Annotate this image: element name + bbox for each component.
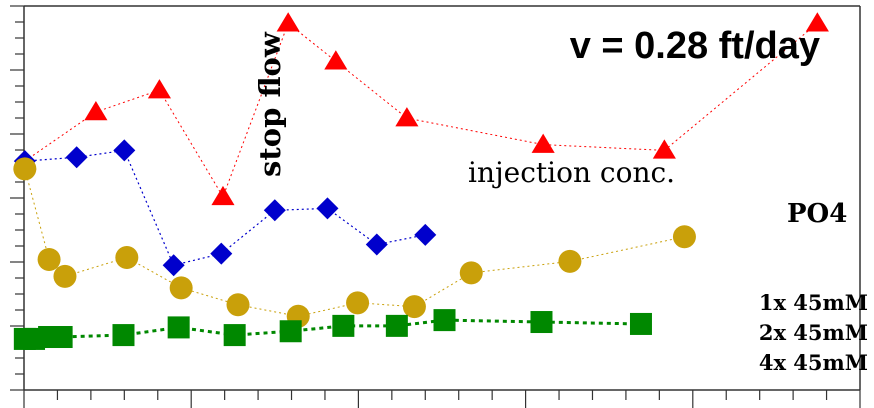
data-point <box>84 100 108 121</box>
chart-title: v = 0.28 ft/day <box>570 25 820 67</box>
data-point <box>147 79 171 99</box>
data-point <box>276 12 300 32</box>
data-point <box>210 242 233 265</box>
series-line <box>24 149 426 266</box>
data-point <box>223 324 246 347</box>
data-point <box>324 50 348 70</box>
data-point <box>112 324 135 347</box>
data-point <box>162 254 185 277</box>
legend-label-1x: 1x 45mM <box>759 290 868 315</box>
series-triangle <box>13 12 829 206</box>
data-point <box>115 246 139 270</box>
data-point <box>346 291 370 315</box>
series-layer <box>13 12 829 350</box>
data-point <box>226 293 250 317</box>
data-point <box>53 264 77 288</box>
annotation-injection-conc: injection conc. <box>468 156 675 189</box>
legend-label-2x: 2x 45mM <box>759 320 868 345</box>
data-point <box>652 139 676 159</box>
data-point <box>65 146 88 169</box>
plot-frame <box>10 5 861 408</box>
data-point <box>805 12 829 32</box>
data-point <box>316 197 339 220</box>
data-point <box>531 133 555 153</box>
text-layer: v = 0.28 ft/day stop flow injection conc… <box>253 25 868 375</box>
data-point <box>279 320 302 343</box>
data-point <box>37 247 61 271</box>
data-point <box>459 261 483 285</box>
data-point <box>113 139 136 162</box>
data-point <box>211 185 235 206</box>
data-point <box>167 316 190 339</box>
data-point <box>13 157 37 181</box>
data-point <box>169 276 193 300</box>
series-circle <box>13 157 696 328</box>
data-point <box>365 233 388 256</box>
data-point <box>672 225 696 249</box>
annotation-po4: PO4 <box>787 199 847 229</box>
data-point <box>629 312 652 335</box>
series-line <box>24 168 685 317</box>
series-square <box>13 309 652 350</box>
data-point <box>530 311 553 334</box>
data-point <box>395 107 419 127</box>
data-point <box>414 223 437 246</box>
data-point <box>50 326 73 349</box>
annotation-stop-flow: stop flow <box>253 31 287 177</box>
data-point <box>385 314 408 337</box>
data-point <box>402 295 426 319</box>
data-point <box>558 249 582 273</box>
data-point <box>433 309 456 332</box>
data-point <box>332 314 355 337</box>
series-diamond <box>13 139 437 277</box>
data-point <box>263 199 286 222</box>
legend-label-4x: 4x 45mM <box>759 350 868 375</box>
